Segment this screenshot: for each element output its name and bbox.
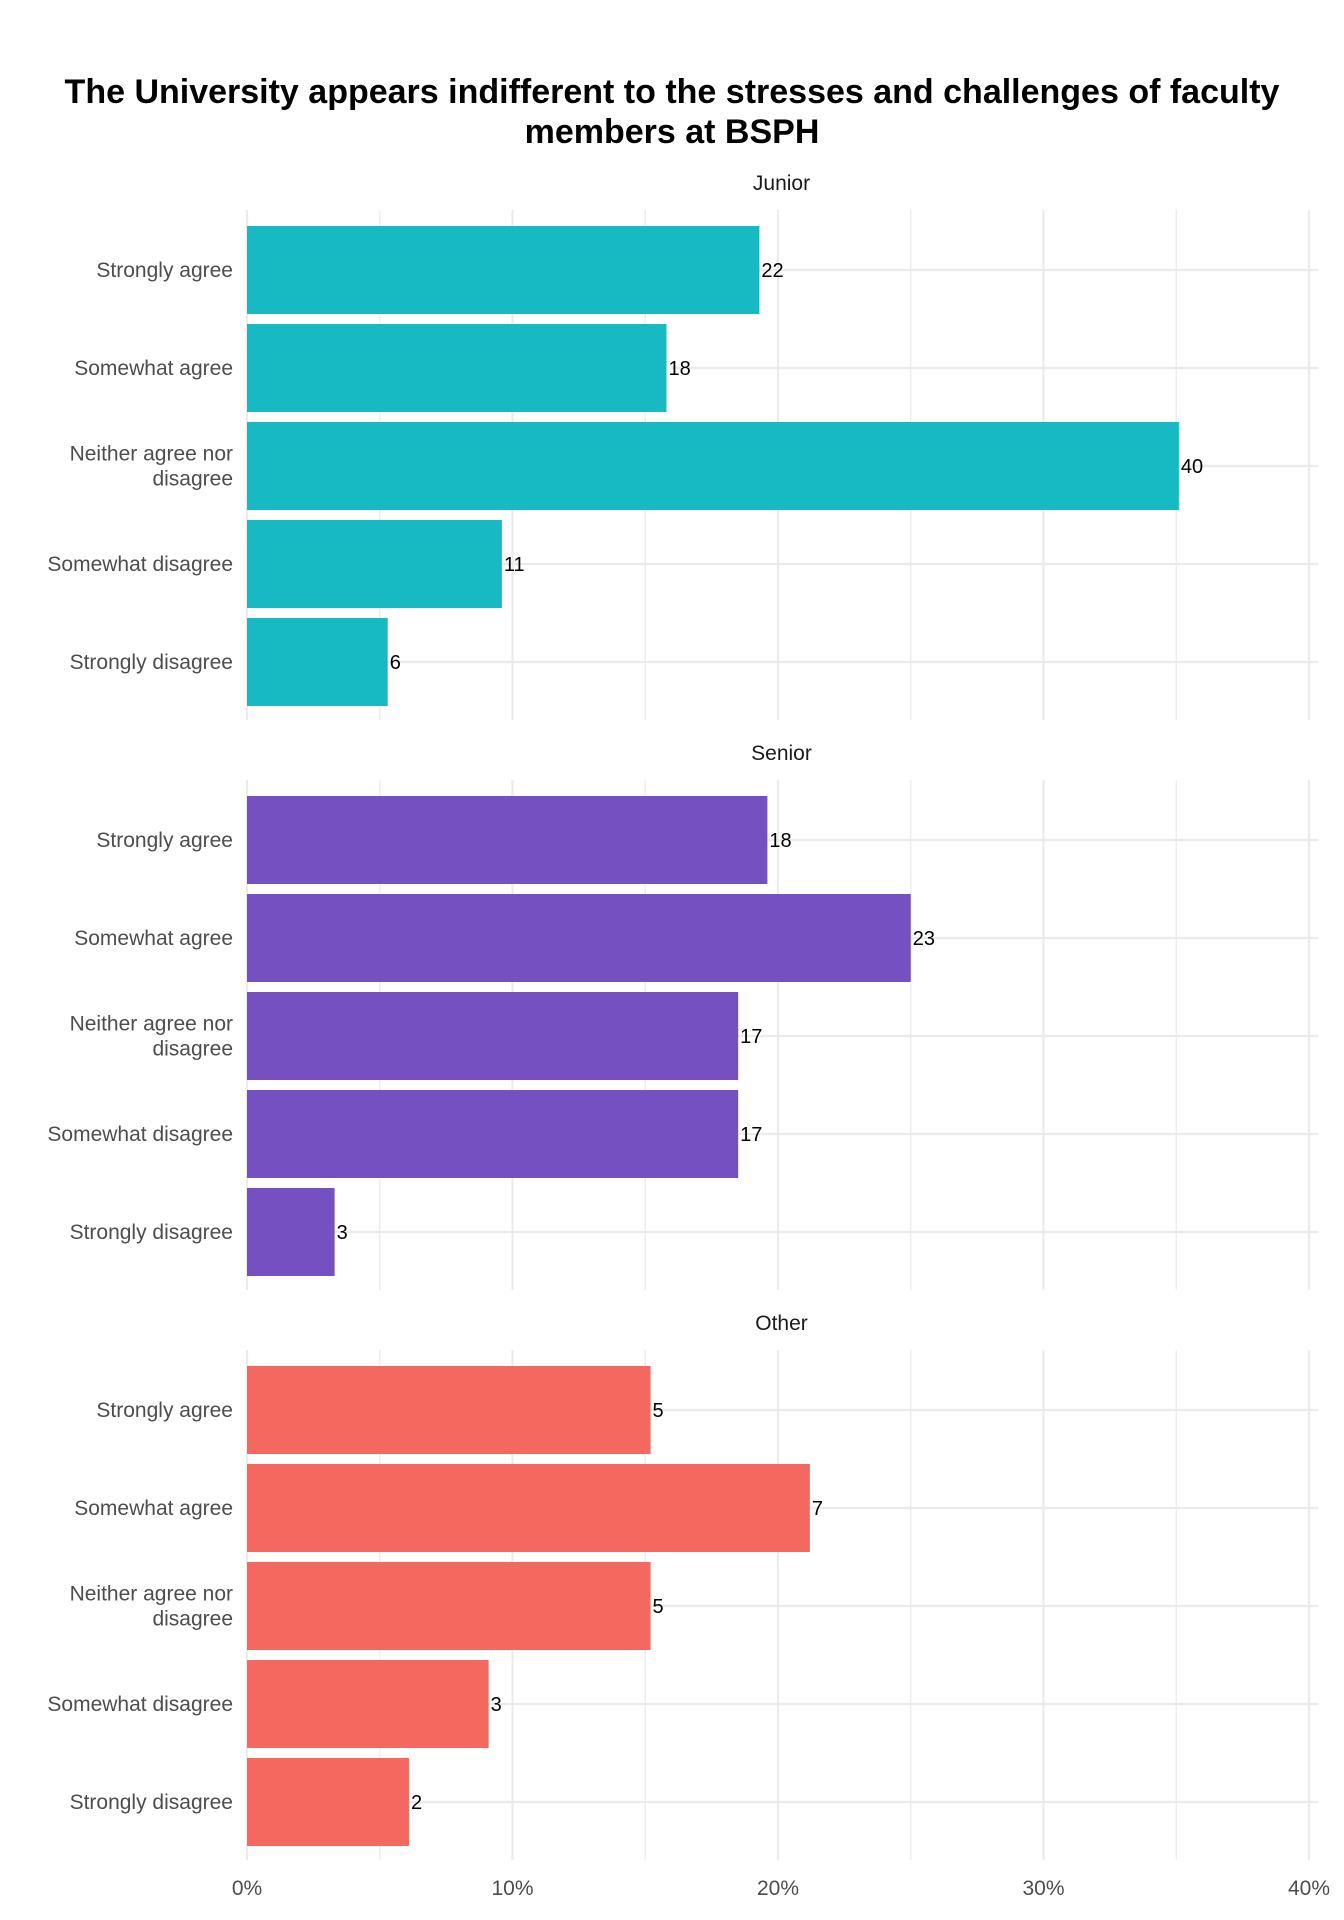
category-label: Strongly agree	[96, 1399, 233, 1422]
category-label: Somewhat agree	[74, 357, 233, 380]
data-label: 18	[769, 830, 791, 852]
bar-senior-3	[247, 1090, 739, 1178]
data-label: 7	[812, 1498, 823, 1520]
data-label: 40	[1181, 456, 1203, 478]
category-label: Strongly disagree	[70, 1221, 233, 1244]
category-label: Strongly agree	[96, 259, 233, 282]
facet-label-senior: Senior	[751, 742, 812, 765]
x-tick-label: 30%	[1022, 1877, 1064, 1900]
data-label: 5	[653, 1400, 664, 1422]
bar-other-4	[247, 1758, 409, 1846]
category-label: Neither agree nor disagree	[70, 443, 233, 491]
category-label: Strongly agree	[96, 829, 233, 852]
x-tick-label: 0%	[232, 1877, 262, 1900]
data-label: 23	[913, 928, 935, 950]
facet-label-other: Other	[755, 1312, 808, 1335]
category-label: Somewhat disagree	[47, 1123, 233, 1146]
data-label: 22	[761, 260, 783, 282]
data-label: 3	[491, 1694, 502, 1716]
data-label: 17	[740, 1124, 762, 1146]
data-label: 2	[411, 1792, 422, 1814]
category-label: Neither agree nor disagree	[70, 1013, 233, 1061]
bar-other-3	[247, 1660, 489, 1748]
bar-junior-2	[247, 422, 1179, 510]
category-label: Somewhat agree	[74, 1497, 233, 1520]
bar-junior-1	[247, 324, 667, 412]
data-label: 11	[504, 554, 525, 576]
bar-senior-0	[247, 796, 768, 884]
bar-other-0	[247, 1366, 651, 1454]
bar-junior-0	[247, 226, 760, 314]
category-label: Somewhat agree	[74, 927, 233, 950]
category-label: Strongly disagree	[70, 651, 233, 674]
x-tick-label: 20%	[757, 1877, 799, 1900]
facet-label-junior: Junior	[753, 172, 810, 195]
bar-other-1	[247, 1464, 810, 1552]
category-label: Neither agree nor disagree	[70, 1583, 233, 1631]
chart-title: The University appears indifferent to th…	[64, 73, 1280, 151]
bar-junior-3	[247, 520, 502, 608]
data-label: 17	[740, 1026, 762, 1048]
x-tick-label: 40%	[1288, 1877, 1330, 1900]
bar-senior-4	[247, 1188, 335, 1276]
data-label: 3	[337, 1222, 348, 1244]
bar-other-2	[247, 1562, 651, 1650]
category-label: Somewhat disagree	[47, 553, 233, 576]
data-label: 18	[668, 358, 690, 380]
data-label: 6	[390, 652, 401, 674]
x-tick-label: 10%	[491, 1877, 533, 1900]
bar-senior-1	[247, 894, 911, 982]
category-label: Strongly disagree	[70, 1791, 233, 1814]
bar-senior-2	[247, 992, 739, 1080]
category-label: Somewhat disagree	[47, 1693, 233, 1716]
bar-junior-4	[247, 618, 388, 706]
data-label: 5	[653, 1596, 664, 1618]
